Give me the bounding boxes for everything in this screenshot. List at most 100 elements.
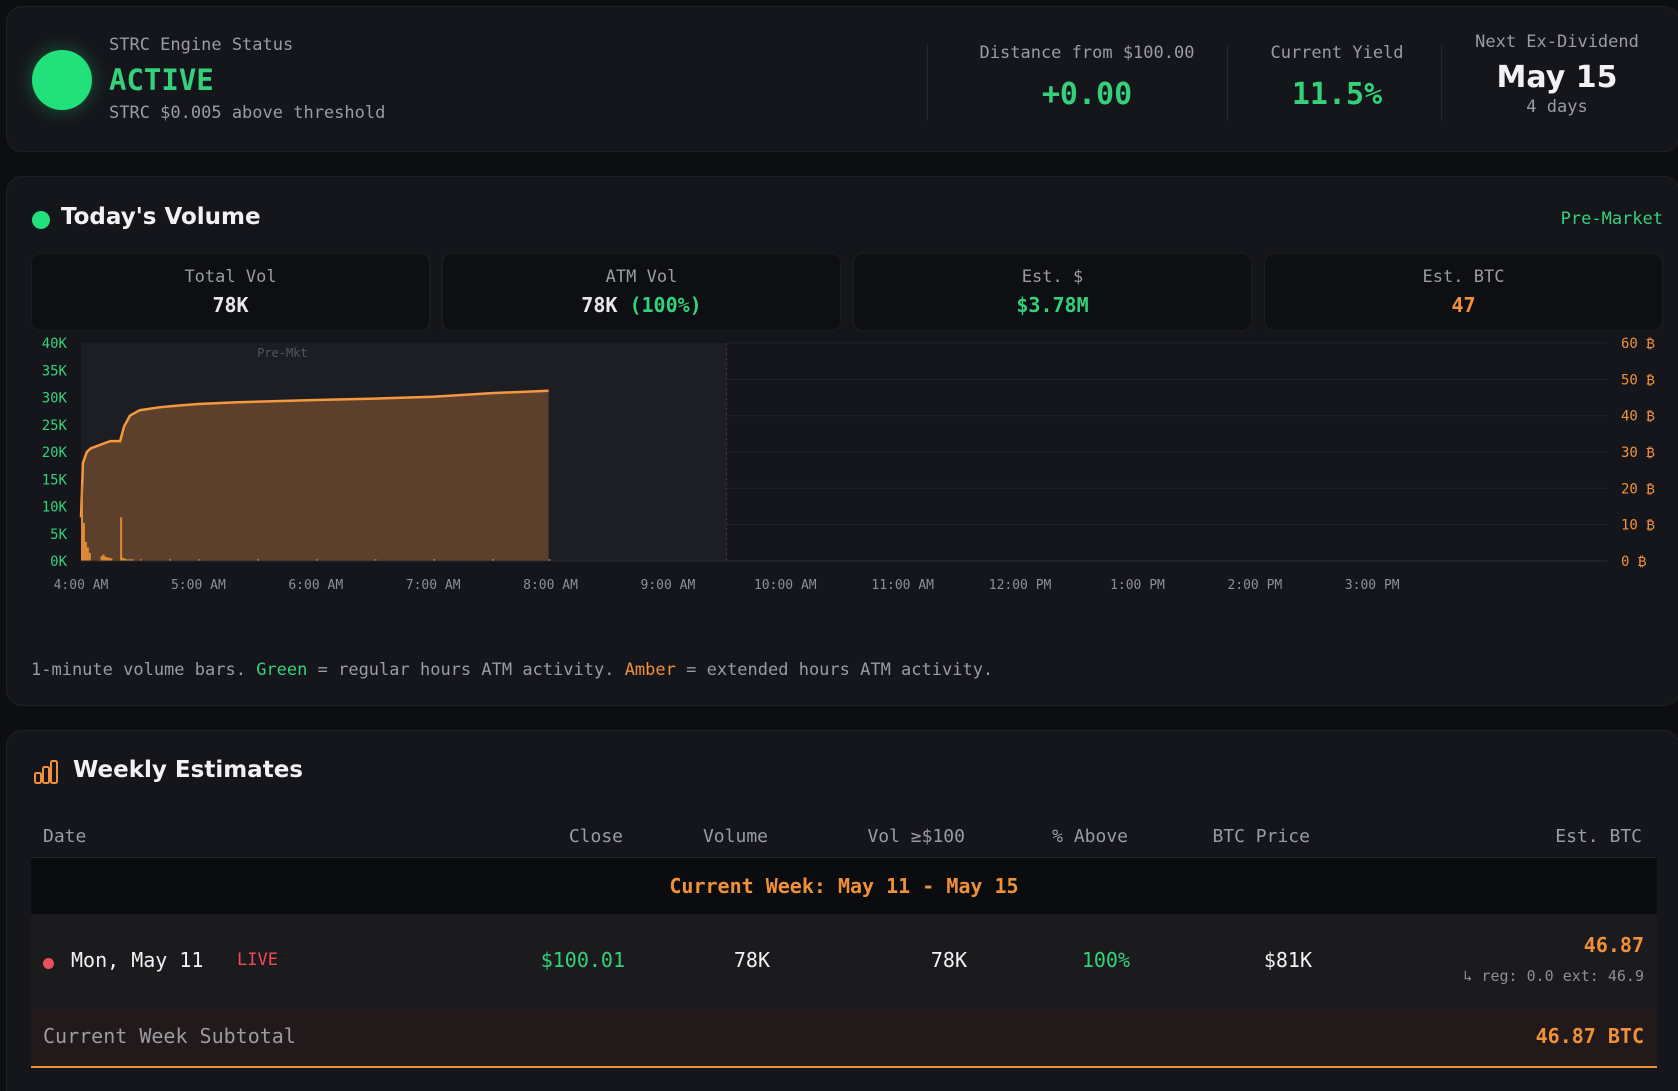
exdividend-label: Next Ex-Dividend [1475, 32, 1639, 52]
x-tick-label: 1:00 PM [1110, 578, 1165, 593]
caption-amber-key: Amber [624, 660, 676, 680]
exdividend-days: 4 days [1526, 97, 1588, 117]
yield-value: 11.5% [1291, 77, 1383, 112]
x-tick-label: 8:00 AM [523, 578, 578, 593]
col-header-btc-price[interactable]: BTC Price [1212, 826, 1310, 847]
divider [927, 45, 928, 121]
y-left-tick-label: 35K [42, 363, 68, 379]
volume-bar [315, 559, 318, 561]
status-state: ACTIVE [109, 63, 214, 97]
chart-caption: 1-minute volume bars. Green = regular ho… [31, 660, 993, 680]
volume-bar [110, 558, 113, 561]
live-indicator-icon [43, 958, 54, 969]
bar-chart-icon [34, 760, 58, 784]
volume-bar [125, 559, 128, 561]
engine-status-card: STRC Engine Status ACTIVE STRC $0.005 ab… [6, 6, 1678, 152]
y-left-tick-label: 10K [42, 500, 68, 516]
row-volume: 78K [733, 948, 770, 972]
volume-bar [129, 559, 132, 561]
volume-bar [102, 554, 105, 561]
volume-bar [198, 559, 201, 561]
volume-chart: Pre-Mkt 60 ₿ 50 ₿ 40 ₿ 30 ₿ 20 ₿ 10 ₿ 0 ₿ 40K 35K… [42, 337, 1656, 593]
x-tick-label: 10:00 AM [754, 578, 817, 593]
col-header-volume[interactable]: Volume [702, 826, 768, 847]
distance-value: +0.00 [1041, 77, 1133, 112]
caption-text: = extended hours ATM activity. [686, 660, 994, 680]
atm-vol-label: ATM Vol [605, 267, 678, 287]
x-tick-label: 4:00 AM [54, 578, 109, 593]
volume-bar [124, 558, 127, 561]
volume-bar [257, 559, 260, 561]
volume-bar [433, 559, 436, 561]
col-header-date[interactable]: Date [43, 826, 87, 847]
x-tick-label: 12:00 PM [989, 578, 1052, 593]
y-right-tick-label: 40 ₿ [1621, 409, 1655, 425]
volume-title: Today's Volume [61, 204, 261, 230]
est-usd-value: $3.78M [1016, 293, 1089, 317]
volume-bar [122, 557, 125, 561]
atm-vol-box: ATM Vol 78K (100%) [442, 253, 841, 331]
yield-label: Current Yield [1270, 43, 1404, 63]
volume-bar [88, 552, 91, 561]
x-tick-label: 3:00 PM [1345, 578, 1400, 593]
y-right-tick-label: 30 ₿ [1621, 445, 1655, 461]
subtotal-label: Current Week Subtotal [43, 1024, 296, 1048]
atm-vol-pct: (100%) [629, 293, 702, 317]
week-group-header: Current Week: May 11 - May 15 [31, 858, 1657, 914]
x-tick-label: 7:00 AM [406, 578, 461, 593]
volume-bar [106, 557, 109, 561]
subtotal-row: Current Week Subtotal 46.87 BTC [31, 1010, 1657, 1068]
y-left-tick-label: 40K [42, 337, 68, 352]
premarket-region [81, 343, 727, 561]
volume-bar [139, 559, 142, 561]
weekly-title: Weekly Estimates [73, 757, 303, 783]
status-label: STRC Engine Status [109, 35, 294, 55]
row-est-btc: 46.87 [1583, 933, 1644, 957]
yield-metric: Current Yield 11.5% [1237, 43, 1437, 112]
col-header-close[interactable]: Close [568, 826, 623, 847]
subtotal-value: 46.87 BTC [1535, 1024, 1644, 1048]
y-left-tick-label: 30K [42, 391, 68, 407]
volume-bar [374, 559, 377, 561]
table-row[interactable]: Mon, May 11 LIVE $100.01 78K 78K 100% $8… [31, 914, 1657, 1010]
y-left-tick-label: 0K [50, 554, 67, 570]
live-badge: LIVE [237, 950, 278, 970]
week-label: Current Week: May 11 - May 15 [669, 874, 1019, 898]
volume-bar [108, 557, 111, 561]
volume-bar [169, 559, 172, 561]
premarket-label: Pre-Mkt [257, 346, 308, 360]
col-header-vol-above[interactable]: Vol ≥$100 [867, 826, 965, 847]
volume-bar [104, 556, 107, 561]
exdividend-date: May 15 [1496, 60, 1618, 95]
row-pct-above: 100% [1081, 948, 1130, 972]
volume-bar [86, 547, 89, 561]
y-right-tick-label: 10 ₿ [1621, 518, 1655, 534]
y-left-tick-label: 5K [50, 527, 67, 543]
row-date: Mon, May 11 [71, 948, 204, 972]
y-right-tick-label: 20 ₿ [1621, 481, 1655, 497]
est-btc-value: 47 [1451, 293, 1476, 317]
x-tick-label: 5:00 AM [171, 578, 226, 593]
exdividend-metric: Next Ex-Dividend May 15 4 days [1447, 32, 1667, 117]
divider [1227, 45, 1228, 121]
distance-metric: Distance from $100.00 +0.00 [937, 43, 1237, 112]
volume-bar [84, 541, 87, 561]
est-usd-label: Est. $ [1021, 267, 1084, 287]
col-header-pct-above[interactable]: % Above [1052, 826, 1128, 847]
volume-bar [100, 556, 103, 561]
x-tick-label: 6:00 AM [288, 578, 343, 593]
total-vol-value: 78K [212, 293, 249, 317]
header-divider [31, 857, 1655, 858]
x-tick-label: 2:00 PM [1227, 578, 1282, 593]
volume-bar [548, 559, 551, 561]
est-btc-box: Est. BTC 47 [1264, 253, 1663, 331]
y-left-tick-label: 25K [42, 418, 68, 434]
row-close: $100.01 [540, 948, 625, 972]
y-right-tick-label: 0 ₿ [1621, 554, 1647, 570]
row-btc-price: $81K [1263, 948, 1312, 972]
volume-bar [131, 559, 134, 561]
status-indicator-icon [32, 50, 92, 110]
col-header-est-btc[interactable]: Est. BTC [1555, 826, 1642, 847]
distance-label: Distance from $100.00 [979, 43, 1195, 63]
volume-bar [81, 484, 83, 561]
